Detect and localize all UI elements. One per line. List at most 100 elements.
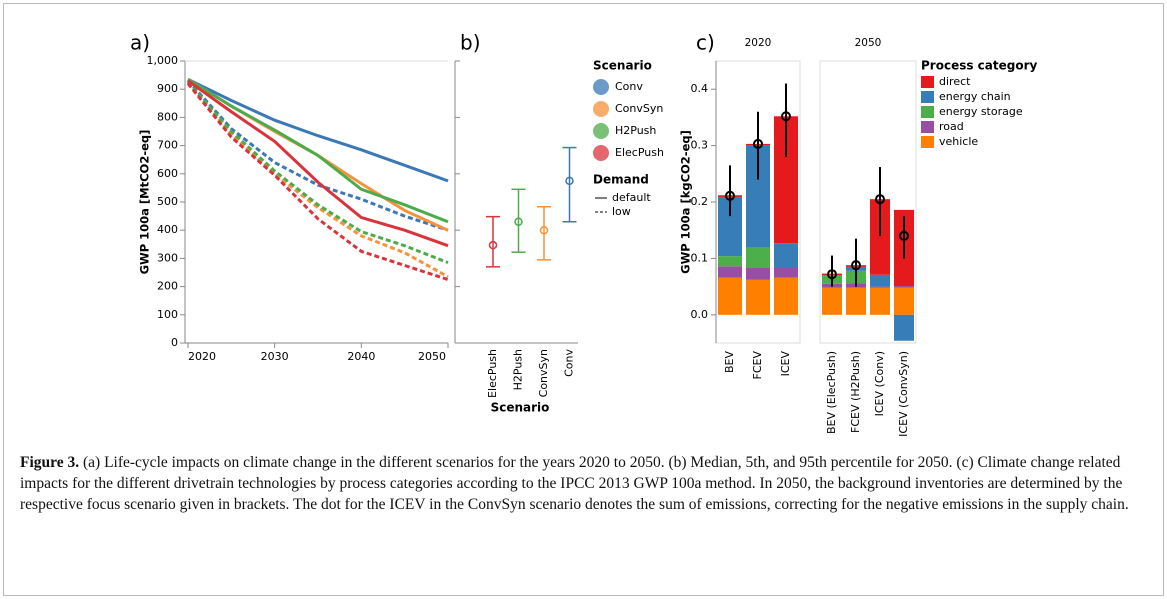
panel-label: c) [696,31,715,55]
x-tick-label: 2050 [418,350,446,363]
bar-segment [846,287,866,315]
y-tick-label: 0 [171,336,178,349]
bar-segment [718,277,742,315]
y-tick-label: 0.2 [691,195,709,208]
y-tick-label: 300 [157,251,178,264]
bar-segment [746,279,770,315]
x-tick-label: BEV (ElecPush) [825,351,838,434]
median-point [539,225,549,235]
y-tick-label: 800 [157,110,178,123]
legend-marker [593,145,609,161]
x-tick-label: ICEV [779,351,792,377]
legend-swatch [921,121,934,133]
x-tick-label: FCEV (H2Push) [849,351,862,433]
caption-text: (a) Life-cycle impacts on climate change… [20,454,1129,513]
bar-segment [718,256,742,267]
bar-segment [746,247,770,268]
legend-label: H2Push [615,124,656,137]
legend-label: ConvSyn [615,102,663,115]
legend-swatch [921,136,934,148]
y-tick-label: 0.1 [691,251,709,264]
legend-label: ElecPush [615,146,664,159]
legend-label: vehicle [939,135,978,148]
facet-title: 2020 [745,37,772,49]
panel-label: b) [460,31,481,55]
legend-marker [593,101,609,117]
bar-segment [822,287,842,315]
panel-label: a) [130,31,150,55]
median-point [514,217,523,226]
bar-segment [870,287,890,315]
y-tick-label: 0.3 [691,139,709,152]
chart: a) GWP 100a [MtCO2-eq] 0 100 200 300 400 500 600… [130,31,1038,437]
line-series [187,79,449,248]
y-tick-label: 0.0 [691,308,709,321]
line-series [186,81,449,265]
caption-label: Figure 3. [20,454,80,471]
x-tick-label: H2Push [512,349,525,390]
line-series [186,81,449,279]
total-point [875,194,885,205]
legend-title: Process category [921,59,1038,73]
bar-segment [774,277,798,315]
legend-marker [593,123,609,139]
caption: Figure 3. (a) Life-cycle impacts on clim… [20,452,1150,515]
bar-segment [894,287,914,315]
y-axis-label: GWP 100a [MtCO2-eq] [138,130,152,275]
y-axis-label: GWP 100a [kgCO2-eq] [679,130,693,274]
line-series [187,78,449,224]
legend-swatch [921,76,934,88]
y-tick-label: 600 [157,167,178,180]
y-tick-label: 0.4 [691,82,709,95]
line-series [186,79,449,232]
median-point [488,240,498,250]
bar-segment [870,274,890,287]
figure-frame [3,3,1164,596]
legend-label: direct [939,75,971,88]
x-tick-label: ICEV (Conv) [873,351,886,416]
total-point [725,190,735,201]
x-tick-label: ElecPush [486,349,499,398]
bar-segment [870,286,890,288]
legend-label: road [939,120,964,133]
x-tick-label: FCEV [751,351,764,380]
total-point [827,269,837,280]
legend-marker [593,79,609,95]
x-tick-label: 2040 [347,350,375,363]
legend-swatch [921,91,934,103]
y-tick-label: 900 [157,82,178,95]
y-tick-label: 1,000 [147,54,179,67]
y-tick-label: 200 [157,280,178,293]
legend-label: Conv [615,80,643,93]
median-point [565,176,574,186]
bar-segment [718,266,742,278]
x-tick-label: BEV [723,351,736,373]
line-series [186,82,449,281]
y-tick-label: 100 [157,308,178,321]
legend-label: default [612,191,651,204]
legend-title: Demand [593,173,649,187]
x-tick-label: 2020 [188,350,216,363]
legend-label: energy storage [939,105,1023,118]
legend-title: Scenario [593,59,652,73]
total-point [753,138,763,149]
bar-segment [746,267,770,280]
total-point [851,260,861,271]
legend-label: low [612,205,631,218]
x-tick-label: ICEV (ConvSyn) [897,351,910,437]
y-tick-label: 500 [157,195,178,208]
legend-label: energy chain [939,90,1011,103]
bar-segment [774,243,798,268]
y-tick-label: 700 [157,139,178,152]
total-point [781,111,791,122]
bar-segment [894,286,914,288]
legend-swatch [921,106,934,118]
x-axis-label: Scenario [491,401,550,415]
facet-title: 2050 [855,37,882,49]
bar-segment [894,314,914,341]
bar-segment [774,267,798,278]
facet-frame [819,60,917,344]
x-tick-label: ConvSyn [537,349,550,397]
x-tick-label: 2030 [261,350,289,363]
bar-segment [870,199,890,275]
